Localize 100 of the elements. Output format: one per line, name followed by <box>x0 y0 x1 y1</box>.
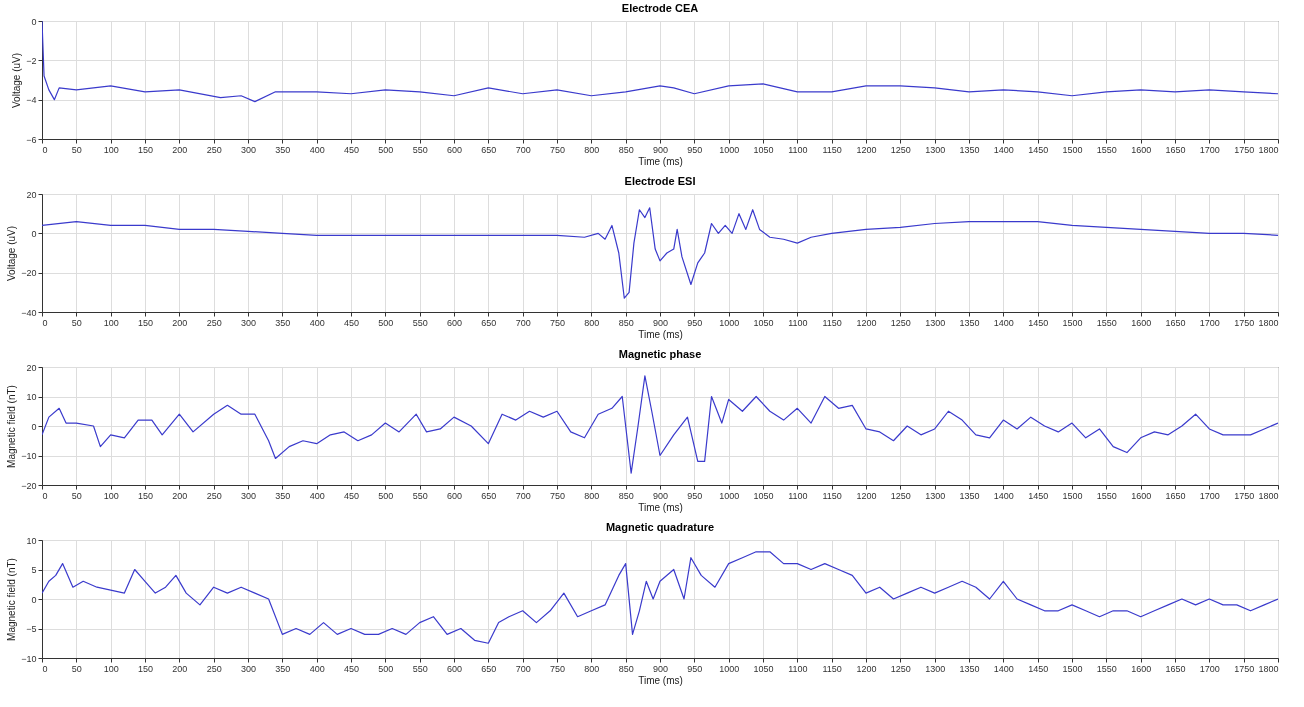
x-tick-label: 750 <box>549 317 566 328</box>
x-tick-label: 200 <box>172 663 188 674</box>
y-tick-label: −5 <box>26 624 37 634</box>
x-tick-label: 200 <box>172 317 188 328</box>
x-tick-label: 1650 <box>1165 144 1186 155</box>
y-tick-label: 10 <box>26 535 37 546</box>
x-tick-label: 800 <box>584 317 600 328</box>
x-tick-label: 450 <box>343 663 360 674</box>
x-tick-label: 1700 <box>1199 490 1220 501</box>
x-tick-label: 150 <box>137 317 154 328</box>
x-tick-label: 1550 <box>1096 490 1117 501</box>
x-tick-label: 1350 <box>959 144 980 155</box>
x-tick-label: 650 <box>481 317 497 328</box>
x-tick-label: 1650 <box>1165 663 1186 674</box>
x-tick-label: 1450 <box>1028 144 1049 155</box>
x-tick-label: 1500 <box>1062 490 1083 501</box>
x-tick-label: 1300 <box>925 317 946 328</box>
y-axis-title: Magnetic field (nT) <box>6 558 18 641</box>
y-axis-title: Voltage (uV) <box>11 52 23 109</box>
x-tick-label: 500 <box>378 663 394 674</box>
x-tick-label: 1700 <box>1199 317 1220 328</box>
x-tick-label: 350 <box>275 317 291 328</box>
x-tick-label: 1400 <box>993 490 1014 501</box>
chart-title: Electrode CEA <box>621 2 699 14</box>
x-tick-label: 250 <box>206 317 222 328</box>
x-tick-label: 1550 <box>1096 663 1117 674</box>
x-tick-label: 950 <box>687 663 703 674</box>
x-tick-label: 900 <box>652 663 669 674</box>
x-tick-label: 1600 <box>1131 144 1152 155</box>
x-tick-label: 1300 <box>925 490 946 501</box>
x-tick-label: 1650 <box>1165 490 1186 501</box>
y-tick-label: 0 <box>31 421 37 432</box>
y-tick-label: −20 <box>21 268 37 279</box>
x-tick-label: 1550 <box>1096 144 1117 155</box>
x-tick-label: 650 <box>481 490 497 501</box>
x-axis-title: Time (ms) <box>638 501 683 513</box>
x-tick-label: 1250 <box>890 663 911 674</box>
x-tick-label: 1750 <box>1234 490 1255 501</box>
x-tick-label: 650 <box>481 144 497 155</box>
x-tick-label: 350 <box>275 663 291 674</box>
x-tick-label: 950 <box>687 317 703 328</box>
x-tick-label: 900 <box>652 490 669 501</box>
x-tick-label: 200 <box>172 144 188 155</box>
x-tick-label: 850 <box>618 663 634 674</box>
x-tick-label: 950 <box>687 490 703 501</box>
chart-title: Electrode ESI <box>624 175 696 187</box>
y-tick-label: −6 <box>26 134 37 145</box>
x-tick-label: 550 <box>412 144 428 155</box>
x-tick-label: 1050 <box>753 663 774 674</box>
x-tick-label: 950 <box>687 144 703 155</box>
y-tick-label: 5 <box>31 565 37 575</box>
x-tick-label: 50 <box>71 144 82 155</box>
x-tick-label: 400 <box>309 663 325 674</box>
x-axis-title: Time (ms) <box>638 328 683 340</box>
x-tick-label: 100 <box>103 663 119 674</box>
y-tick-label: 0 <box>31 16 37 27</box>
x-tick-label: 1300 <box>925 663 946 674</box>
x-tick-label: 200 <box>172 490 188 501</box>
x-tick-label: 1100 <box>788 490 808 501</box>
y-axis-title: Voltage (uV) <box>6 225 18 282</box>
x-tick-label: 550 <box>412 317 428 328</box>
x-tick-label: 1700 <box>1199 144 1220 155</box>
x-tick-label: 1050 <box>753 317 774 328</box>
x-tick-label: 1250 <box>890 317 911 328</box>
x-tick-label: 1200 <box>856 490 877 501</box>
x-tick-label: 500 <box>378 490 394 501</box>
x-tick-label: 800 <box>584 663 600 674</box>
x-tick-label: 600 <box>446 490 463 501</box>
line-series <box>42 551 1278 644</box>
x-tick-label: 1450 <box>1028 663 1049 674</box>
x-tick-label: 750 <box>549 144 566 155</box>
x-tick-label: 1500 <box>1062 663 1083 674</box>
x-tick-label: 150 <box>137 663 154 674</box>
x-axis-title: Time (ms) <box>638 674 683 686</box>
x-tick-label: 700 <box>515 663 531 674</box>
x-tick-label: 0 <box>42 663 48 674</box>
x-tick-label: 500 <box>378 317 394 328</box>
x-tick-label: 1100 <box>788 317 808 328</box>
x-tick-label: 1800 <box>1258 490 1279 501</box>
line-series <box>42 207 1278 299</box>
y-tick-label: −2 <box>26 55 37 66</box>
y-axis-title: Magnetic field (nT) <box>6 385 18 468</box>
x-tick-label: 1050 <box>753 144 774 155</box>
x-tick-label: 700 <box>515 490 531 501</box>
x-tick-label: 750 <box>549 490 566 501</box>
x-tick-label: 1800 <box>1258 317 1279 328</box>
x-tick-label: 1750 <box>1234 317 1255 328</box>
x-tick-label: 700 <box>515 144 531 155</box>
x-tick-label: 1450 <box>1028 317 1049 328</box>
y-tick-label: 20 <box>26 362 37 373</box>
y-tick-label: −20 <box>21 480 37 491</box>
x-tick-label: 850 <box>618 490 634 501</box>
line-series <box>42 375 1278 474</box>
x-tick-label: 650 <box>481 663 497 674</box>
x-tick-label: 700 <box>515 317 531 328</box>
chart-title: Magnetic phase <box>618 348 702 360</box>
x-tick-label: 300 <box>240 663 257 674</box>
x-tick-label: 1450 <box>1028 490 1049 501</box>
x-tick-label: 600 <box>446 663 463 674</box>
x-tick-label: 1550 <box>1096 317 1117 328</box>
